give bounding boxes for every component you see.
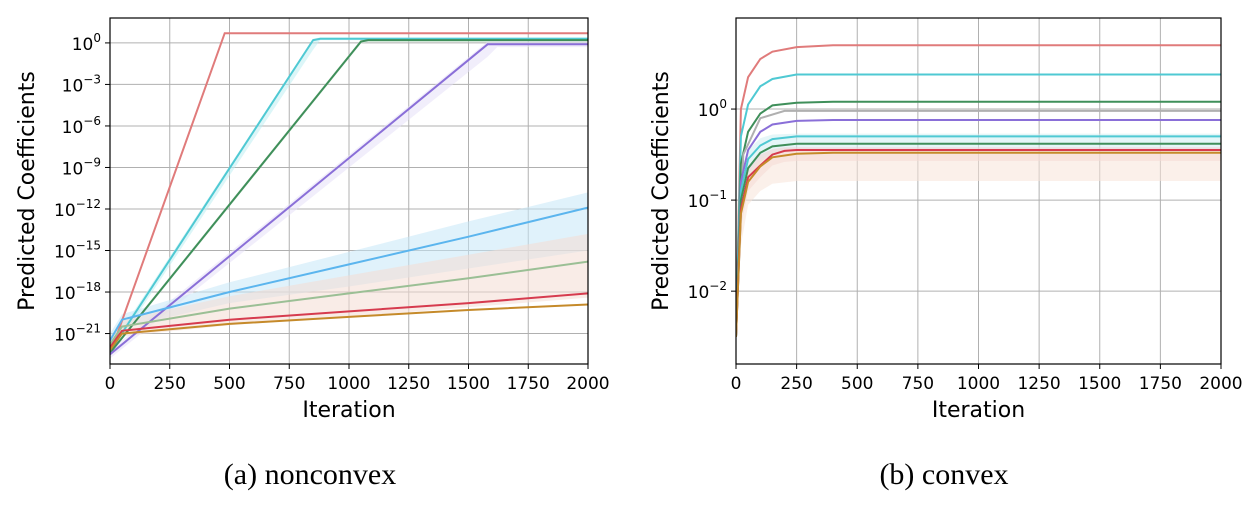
y-tick-label: 10−21 (54, 322, 101, 346)
y-tick-label: 10−2 (688, 279, 727, 303)
series-line-5 (110, 260, 588, 346)
y-axis-title: Predicted Coefficients (649, 71, 674, 311)
series-line-4 (736, 119, 1221, 337)
y-tick-label: 10−3 (62, 72, 101, 96)
y-tick-label: 10−18 (54, 280, 101, 304)
x-tick-label: 1000 (327, 374, 370, 394)
series-line-2 (110, 39, 588, 354)
series-band-8 (736, 150, 1221, 346)
x-tick-label: 2000 (566, 374, 609, 394)
series-line-7 (110, 303, 588, 351)
x-tick-label: 0 (105, 374, 116, 394)
x-tick-label: 250 (780, 374, 812, 394)
series-line-0 (736, 44, 1221, 337)
x-tick-label: 1250 (1017, 374, 1060, 394)
panel-caption: (a) nonconvex (224, 458, 396, 491)
series-line-2 (736, 100, 1221, 337)
y-tick-label: 10−15 (54, 239, 101, 263)
x-tick-label: 1250 (387, 374, 430, 394)
x-tick-label: 1500 (447, 374, 490, 394)
x-tick-label: 0 (731, 374, 742, 394)
series-line-0 (110, 32, 588, 355)
x-tick-label: 250 (154, 374, 186, 394)
x-tick-label: 750 (273, 374, 305, 394)
y-tick-label: 10−1 (688, 188, 727, 212)
y-tick-label: 10−12 (54, 197, 101, 221)
panel-nonconvex: 0 250 500 750 1000 1250 1500 1750 2000 100 10−3 10−… (15, 17, 610, 491)
x-axis-title: Iteration (932, 398, 1025, 423)
y-tick-label: 10−9 (62, 155, 101, 179)
series-line-7 (736, 149, 1221, 337)
y-tick-label: 100 (698, 97, 727, 121)
series-band-4 (110, 192, 588, 348)
series-line-6 (110, 292, 588, 348)
series-line-6 (736, 142, 1221, 337)
x-axis-title: Iteration (302, 398, 395, 423)
y-axis-title: Predicted Coefficients (15, 71, 40, 311)
series-line-4 (110, 206, 588, 341)
x-tick-label: 500 (841, 374, 873, 394)
series-line-1 (110, 37, 588, 353)
x-tick-label: 1750 (507, 374, 550, 394)
y-tick-label: 10−6 (62, 114, 101, 138)
series-line-8 (736, 151, 1221, 337)
series-line-5 (736, 135, 1221, 337)
panel-convex: 0 250 500 750 1000 1250 1500 1750 2000 100 10−1 10−… (649, 17, 1243, 491)
y-tick-label: 100 (72, 31, 101, 55)
x-tick-label: 1750 (1139, 374, 1182, 394)
x-tick-label: 1500 (1078, 374, 1121, 394)
x-tick-label: 750 (902, 374, 934, 394)
series-line-1 (736, 73, 1221, 337)
x-tick-label: 1000 (957, 374, 1000, 394)
x-tick-label: 500 (213, 374, 245, 394)
series-line-3 (110, 43, 588, 356)
x-tick-label: 2000 (1199, 374, 1242, 394)
panel-caption: (b) convex (879, 458, 1008, 491)
